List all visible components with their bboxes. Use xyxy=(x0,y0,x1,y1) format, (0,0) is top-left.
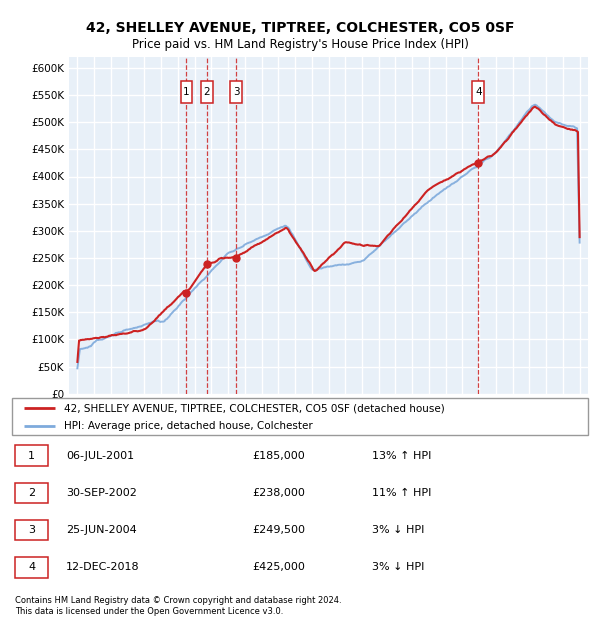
Text: £238,000: £238,000 xyxy=(252,488,305,498)
Text: £185,000: £185,000 xyxy=(252,451,305,461)
Text: 3% ↓ HPI: 3% ↓ HPI xyxy=(372,562,424,572)
Bar xyxy=(230,81,242,104)
Text: 4: 4 xyxy=(475,87,482,97)
Text: 06-JUL-2001: 06-JUL-2001 xyxy=(66,451,134,461)
Text: 2: 2 xyxy=(203,87,210,97)
Text: 25-JUN-2004: 25-JUN-2004 xyxy=(66,525,137,535)
Text: 42, SHELLEY AVENUE, TIPTREE, COLCHESTER, CO5 0SF (detached house): 42, SHELLEY AVENUE, TIPTREE, COLCHESTER,… xyxy=(64,404,445,414)
Text: Contains HM Land Registry data © Crown copyright and database right 2024.
This d: Contains HM Land Registry data © Crown c… xyxy=(15,596,341,616)
Text: 1: 1 xyxy=(183,87,190,97)
Bar xyxy=(472,81,484,104)
Text: 13% ↑ HPI: 13% ↑ HPI xyxy=(372,451,431,461)
Text: HPI: Average price, detached house, Colchester: HPI: Average price, detached house, Colc… xyxy=(64,421,313,431)
Text: 30-SEP-2002: 30-SEP-2002 xyxy=(66,488,137,498)
Text: 3: 3 xyxy=(233,87,239,97)
Text: Price paid vs. HM Land Registry's House Price Index (HPI): Price paid vs. HM Land Registry's House … xyxy=(131,38,469,51)
Text: £425,000: £425,000 xyxy=(252,562,305,572)
Text: 3% ↓ HPI: 3% ↓ HPI xyxy=(372,525,424,535)
Text: 2: 2 xyxy=(28,488,35,498)
Text: 11% ↑ HPI: 11% ↑ HPI xyxy=(372,488,431,498)
Text: 4: 4 xyxy=(28,562,35,572)
Text: 12-DEC-2018: 12-DEC-2018 xyxy=(66,562,140,572)
Text: 3: 3 xyxy=(28,525,35,535)
Text: 42, SHELLEY AVENUE, TIPTREE, COLCHESTER, CO5 0SF: 42, SHELLEY AVENUE, TIPTREE, COLCHESTER,… xyxy=(86,21,514,35)
Text: 1: 1 xyxy=(28,451,35,461)
Text: £249,500: £249,500 xyxy=(252,525,305,535)
Bar xyxy=(201,81,213,104)
Bar xyxy=(181,81,192,104)
